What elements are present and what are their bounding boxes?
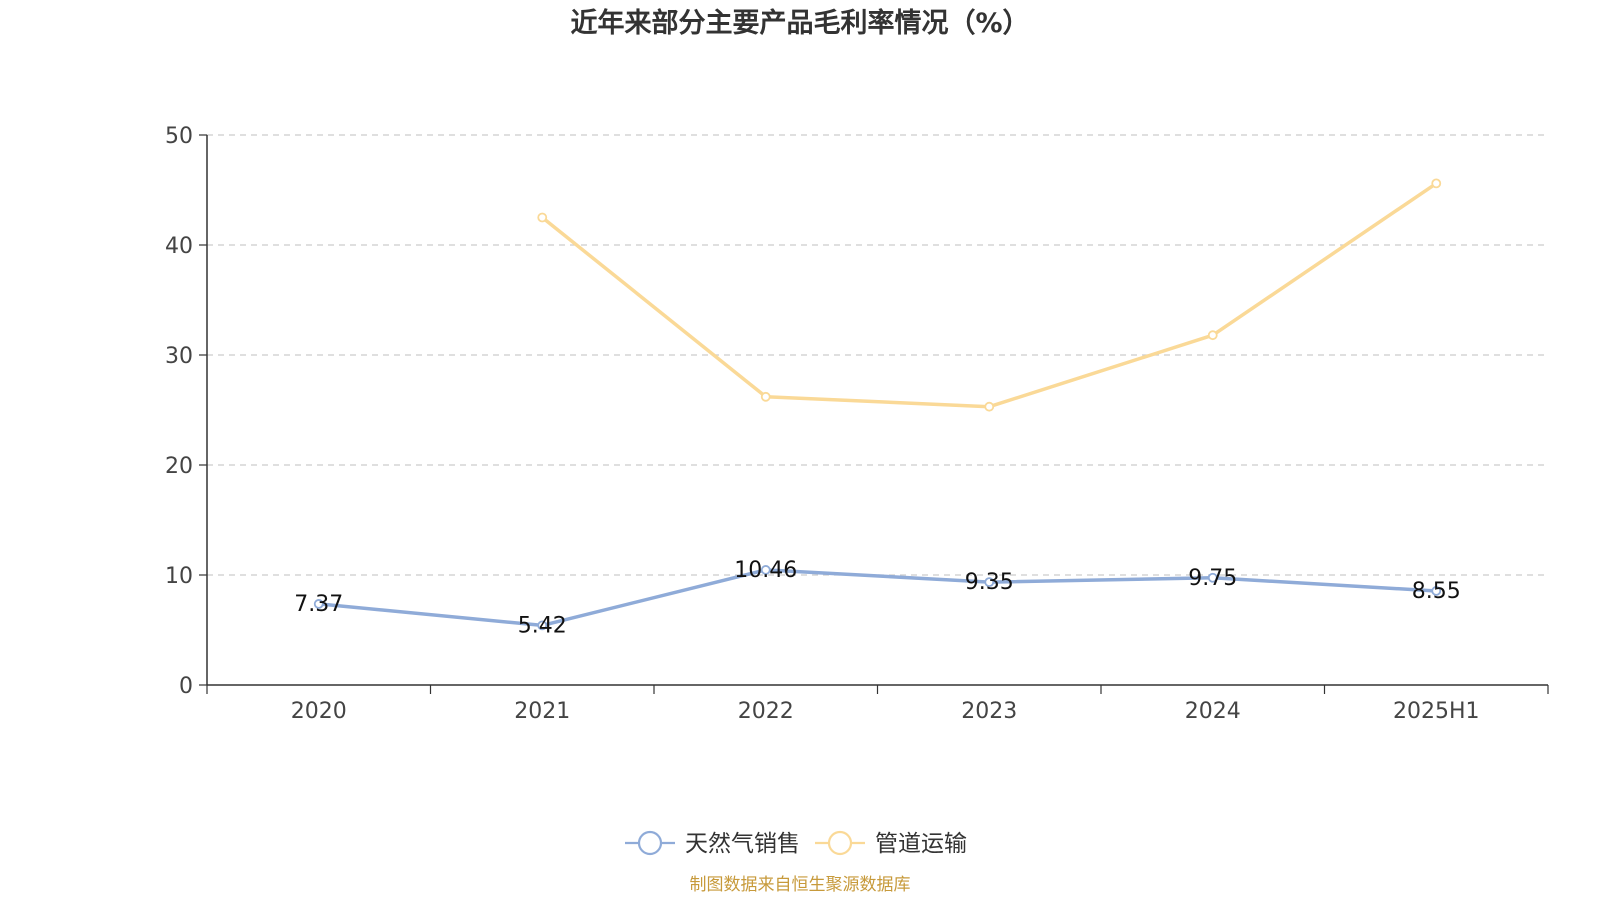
chart-title: 近年来部分主要产品毛利率情况（%） xyxy=(570,7,1029,39)
data-label: 5.42 xyxy=(518,613,567,638)
y-tick-label: 20 xyxy=(165,454,193,479)
data-point[interactable] xyxy=(1431,178,1442,189)
data-label: 8.55 xyxy=(1412,579,1461,604)
data-point[interactable] xyxy=(984,401,995,412)
legend-item-0[interactable]: 天然气销售 xyxy=(625,830,800,857)
data-labels-layer: 7.37 5.42 10.46 9.35 9.75 8.55 xyxy=(294,558,1460,638)
x-tick-label: 2023 xyxy=(961,699,1017,724)
axes: 0 10 20 30 40 50 2020 2021 2022 2023 2024 2025H1 xyxy=(165,124,1549,724)
data-point[interactable] xyxy=(537,212,548,223)
legend-circle-icon xyxy=(827,830,853,856)
legend-circle-icon xyxy=(637,830,663,856)
y-tick-label: 40 xyxy=(165,234,193,259)
x-tick-label: 2022 xyxy=(738,699,794,724)
series-layer xyxy=(313,178,1442,631)
data-point[interactable] xyxy=(760,565,771,575)
data-label: 9.35 xyxy=(965,570,1014,595)
x-tick-label: 2020 xyxy=(291,699,347,724)
data-point[interactable] xyxy=(1207,330,1218,341)
data-point[interactable] xyxy=(537,620,548,631)
series-line-1 xyxy=(541,181,1438,409)
data-point[interactable] xyxy=(760,391,771,402)
data-label: 9.75 xyxy=(1188,566,1237,591)
y-tick-label: 0 xyxy=(179,674,193,699)
legend-label: 天然气销售 xyxy=(685,831,800,857)
legend-item-1[interactable]: 管道运输 xyxy=(815,830,967,857)
series-line-0 xyxy=(318,568,1437,628)
data-point[interactable] xyxy=(313,599,324,609)
y-tick-label: 30 xyxy=(165,344,193,369)
legend-label: 管道运输 xyxy=(875,831,967,857)
x-tick-label: 2024 xyxy=(1185,699,1241,724)
data-point[interactable] xyxy=(1207,572,1218,583)
x-tick-label: 2021 xyxy=(514,699,570,724)
y-tick-label: 10 xyxy=(165,564,193,589)
data-label: 7.37 xyxy=(294,592,343,617)
data-point[interactable] xyxy=(1431,586,1442,596)
legend[interactable]: 天然气销售 管道运输 xyxy=(625,830,967,857)
data-label: 10.46 xyxy=(734,558,797,583)
data-point[interactable] xyxy=(984,577,995,588)
source-note: 制图数据来自恒生聚源数据库 xyxy=(690,875,911,895)
grid-lines xyxy=(207,134,1548,576)
x-tick-label: 2025H1 xyxy=(1393,699,1480,724)
y-tick-label: 50 xyxy=(165,124,193,149)
